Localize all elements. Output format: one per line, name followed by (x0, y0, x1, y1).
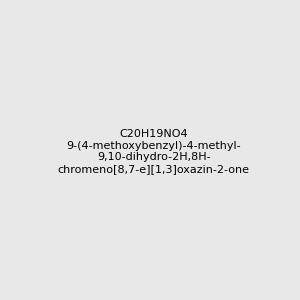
Text: C20H19NO4
9-(4-methoxybenzyl)-4-methyl-
9,10-dihydro-2H,8H-
chromeno[8,7-e][1,3]: C20H19NO4 9-(4-methoxybenzyl)-4-methyl- … (58, 129, 250, 174)
